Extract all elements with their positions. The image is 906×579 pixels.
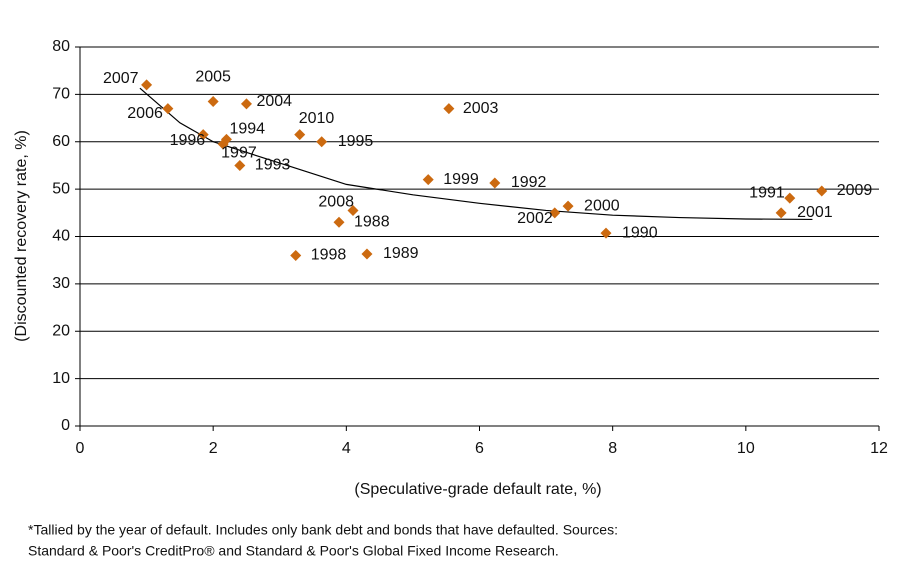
y-tick-label: 10 <box>52 370 70 387</box>
data-point <box>162 103 174 115</box>
y-tick-label: 0 <box>61 417 70 434</box>
y-axis-label: (Discounted recovery rate, %) <box>13 130 30 342</box>
point-label: 2000 <box>584 197 620 214</box>
data-point <box>316 136 328 148</box>
x-tick-label: 10 <box>737 440 755 457</box>
data-point <box>489 177 501 189</box>
point-label: 2006 <box>127 105 163 122</box>
data-point <box>549 207 561 219</box>
y-tick-label: 60 <box>52 133 70 150</box>
point-label: 2001 <box>797 204 833 221</box>
point-label: 2002 <box>517 210 553 227</box>
data-point <box>240 98 252 110</box>
point-label: 1995 <box>338 133 374 150</box>
point-label: 1996 <box>170 132 206 149</box>
point-label: 2010 <box>299 110 335 127</box>
x-tick-label: 0 <box>76 440 85 457</box>
y-tick-label: 40 <box>52 228 70 245</box>
point-label: 1991 <box>749 184 785 201</box>
point-label: 2005 <box>195 69 231 86</box>
point-label: 2003 <box>463 100 499 117</box>
x-tick-label: 8 <box>608 440 617 457</box>
data-point <box>784 192 796 204</box>
y-tick-label: 30 <box>52 275 70 292</box>
data-point <box>234 159 246 171</box>
data-point <box>290 249 302 261</box>
data-point <box>816 185 828 197</box>
point-label: 1997 <box>221 144 257 161</box>
point-label: 2007 <box>103 70 139 87</box>
data-point <box>361 248 373 260</box>
data-point <box>217 138 229 150</box>
data-point <box>294 129 306 141</box>
y-tick-label: 70 <box>52 86 70 103</box>
footnote: *Tallied by the year of default. Include… <box>28 522 618 538</box>
point-label: 1999 <box>443 171 479 188</box>
point-label: 1993 <box>255 157 291 174</box>
x-axis-label: (Speculative-grade default rate, %) <box>354 481 601 498</box>
data-point <box>141 79 153 91</box>
data-point <box>600 227 612 239</box>
y-tick-label: 80 <box>52 38 70 55</box>
y-tick-label: 50 <box>52 180 70 197</box>
x-tick-label: 4 <box>342 440 351 457</box>
point-label: 2004 <box>256 93 292 110</box>
data-point <box>347 204 359 216</box>
data-point <box>422 174 434 186</box>
point-label: 1990 <box>622 224 658 241</box>
point-label: 2009 <box>837 182 873 199</box>
data-point <box>562 200 574 212</box>
point-label: 1994 <box>229 121 265 138</box>
data-point <box>333 216 345 228</box>
x-tick-label: 2 <box>209 440 218 457</box>
point-label: 1992 <box>511 174 547 191</box>
trend-line <box>139 87 813 221</box>
point-label: 1998 <box>311 247 347 264</box>
x-tick-label: 12 <box>870 440 888 457</box>
footnote: Standard & Poor's CreditPro® and Standar… <box>28 543 559 559</box>
data-point <box>443 103 455 115</box>
point-label: 1988 <box>354 214 390 231</box>
data-point <box>197 129 209 141</box>
point-label: 2008 <box>318 194 354 211</box>
data-point <box>775 207 787 219</box>
x-tick-label: 6 <box>475 440 484 457</box>
point-label: 1989 <box>383 245 419 262</box>
data-point <box>207 95 219 107</box>
y-tick-label: 20 <box>52 322 70 339</box>
